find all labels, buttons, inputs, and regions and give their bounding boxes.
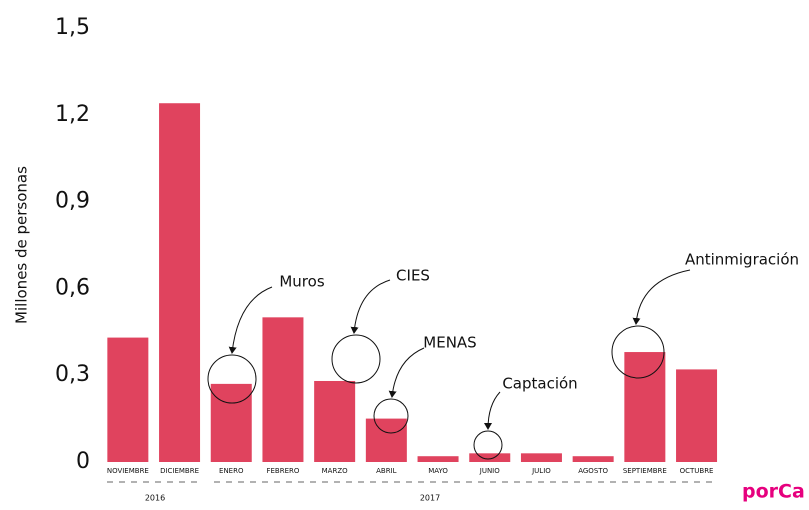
x-tick-label: MARZO xyxy=(322,467,348,475)
annotation: Captación xyxy=(502,375,577,393)
x-tick-label: AGOSTO xyxy=(578,467,608,475)
bar xyxy=(365,418,407,462)
y-tick-label: 0,3 xyxy=(55,362,90,387)
year-label: 2017 xyxy=(420,494,440,503)
bar xyxy=(520,453,562,462)
x-tick-label: FEBRERO xyxy=(266,467,299,475)
x-tick-label: OCTUBRE xyxy=(680,467,714,475)
annotation-circle xyxy=(207,354,257,404)
annotation: Muros xyxy=(279,273,324,291)
annotation-arrow xyxy=(228,286,273,354)
y-axis-label: Millones de personas xyxy=(13,166,31,324)
bar xyxy=(210,383,252,462)
bar xyxy=(572,456,614,462)
bar xyxy=(314,380,356,462)
annotation: Antinmigración xyxy=(685,251,799,269)
bar xyxy=(469,453,511,462)
y-tick-label: 0,9 xyxy=(55,189,90,214)
annotation: CIES xyxy=(396,267,430,285)
bar xyxy=(417,456,459,462)
annotation-arrow xyxy=(350,279,391,334)
annotation-circle xyxy=(331,334,381,384)
y-tick-label: 1,5 xyxy=(55,15,90,40)
x-tick-label: ENERO xyxy=(219,467,244,475)
year-label: 2016 xyxy=(145,494,165,503)
annotation-circle xyxy=(473,430,503,460)
annotation-circle xyxy=(611,325,665,379)
bar xyxy=(624,352,666,462)
x-tick-label: JUNIO xyxy=(479,467,500,475)
x-tick-label: DICIEMBRE xyxy=(160,467,199,475)
bar xyxy=(159,103,201,462)
x-tick-label: MAYO xyxy=(428,467,448,475)
brand: porCa xyxy=(742,481,805,503)
annotation-arrow xyxy=(388,347,425,398)
annotation: MENAS xyxy=(423,334,476,352)
bar xyxy=(262,317,304,462)
bar xyxy=(676,369,718,462)
x-tick-label: JULIO xyxy=(531,467,551,475)
annotation-arrow xyxy=(484,391,501,430)
bar xyxy=(107,337,149,462)
x-tick-label: ABRIL xyxy=(376,467,397,475)
y-tick-label: 0 xyxy=(76,449,90,474)
annotation-arrow xyxy=(632,269,691,325)
annotation-circle xyxy=(373,398,409,434)
x-tick-label: NOVIEMBRE xyxy=(107,467,149,475)
y-tick-label: 1,2 xyxy=(55,102,90,127)
y-tick-label: 0,6 xyxy=(55,275,90,300)
x-tick-label: SEPTIEMBRE xyxy=(623,467,667,475)
